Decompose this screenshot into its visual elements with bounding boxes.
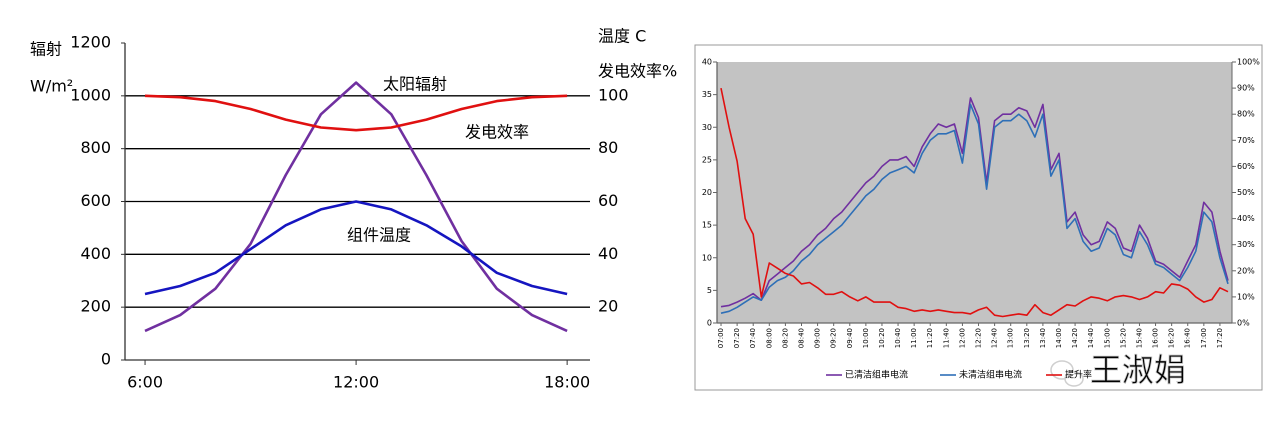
series-annotation: 太阳辐射 bbox=[383, 75, 447, 94]
x-tick-label: 09:20 bbox=[830, 328, 838, 348]
x-tick-label: 13:40 bbox=[1039, 328, 1047, 348]
x-tick-label: 07:40 bbox=[749, 328, 757, 348]
y2-axis-title: 发电效率% bbox=[598, 62, 677, 81]
y-tick-label: 15 bbox=[702, 221, 712, 230]
icon-bubble bbox=[1064, 371, 1084, 387]
x-tick-label: 16:20 bbox=[1168, 328, 1176, 348]
series-line bbox=[144, 94, 568, 132]
x-tick-label: 08:20 bbox=[781, 328, 789, 348]
series-annotation: 组件温度 bbox=[347, 226, 411, 245]
y-tick-label: 30 bbox=[702, 123, 712, 132]
chart: 0 200 400 600 800 1000 1200 20 40 60 80 100 6:00 12:0… bbox=[30, 27, 677, 392]
y2-tick-label: 60 bbox=[598, 191, 618, 210]
y-tick-label: 200 bbox=[80, 297, 111, 316]
x-tick-label: 17:00 bbox=[1200, 328, 1208, 348]
x-tick-label: 16:40 bbox=[1184, 328, 1192, 348]
y2-tick-label: 40% bbox=[1237, 214, 1255, 223]
y-tick-label: 20 bbox=[702, 188, 712, 197]
y-axis-title: 辐射 bbox=[30, 40, 62, 59]
y-tick-label: 0 bbox=[101, 350, 111, 369]
x-tick-label: 10:40 bbox=[894, 328, 902, 348]
y2-tick-label: 100 bbox=[598, 85, 629, 104]
x-tick-label: 14:40 bbox=[1087, 328, 1095, 348]
x-tick-label: 10:20 bbox=[878, 328, 886, 348]
x-tick-label: 15:20 bbox=[1119, 328, 1127, 348]
series-line bbox=[144, 200, 568, 296]
y-tick-label: 35 bbox=[702, 90, 712, 99]
legend-label: 提升率 bbox=[1065, 369, 1092, 381]
y-tick-label: 800 bbox=[80, 138, 111, 157]
x-tick-label: 08:40 bbox=[797, 328, 805, 348]
x-tick-label: 12:20 bbox=[975, 328, 983, 348]
x-tick-label: 07:00 bbox=[717, 328, 725, 348]
x-tick-label: 09:00 bbox=[814, 328, 822, 348]
y2-tick-label: 30% bbox=[1237, 240, 1255, 249]
x-tick-label: 07:20 bbox=[733, 328, 741, 348]
y2-tick-label: 80% bbox=[1237, 110, 1255, 119]
y-tick-label: 1000 bbox=[70, 85, 111, 104]
y-tick-label: 0 bbox=[707, 319, 712, 328]
x-tick-label: 18:00 bbox=[544, 373, 590, 392]
x-tick-label: 11:40 bbox=[942, 328, 950, 348]
x-tick-label: 13:20 bbox=[1023, 328, 1031, 348]
y2-tick-label: 60% bbox=[1237, 162, 1255, 171]
x-tick-label: 17:20 bbox=[1216, 328, 1224, 348]
x-tick-label: 11:20 bbox=[926, 328, 934, 348]
x-tick-label: 12:00 bbox=[958, 328, 966, 348]
watermark: 王淑娟 bbox=[1090, 351, 1186, 389]
y2-tick-label: 50% bbox=[1237, 188, 1255, 197]
y-tick-label: 400 bbox=[80, 244, 111, 263]
x-tick-label: 11:00 bbox=[910, 328, 918, 348]
series-line bbox=[720, 87, 1229, 318]
y-tick-label: 600 bbox=[80, 191, 111, 210]
x-tick-label: 10:00 bbox=[862, 328, 870, 348]
y-tick-label: 40 bbox=[702, 58, 712, 67]
y2-tick-label: 10% bbox=[1237, 292, 1255, 301]
y-tick-label: 1200 bbox=[70, 33, 111, 52]
y2-tick-label: 100% bbox=[1237, 58, 1260, 67]
x-tick-label: 14:00 bbox=[1055, 328, 1063, 348]
x-tick-label: 6:00 bbox=[127, 373, 163, 392]
chart: 0 5 10 15 20 25 30 35 40 0% 10% 20% 30% 40% 50% 60% 70% 8… bbox=[702, 58, 1260, 390]
y2-tick-label: 90% bbox=[1237, 84, 1255, 93]
x-tick-label: 13:00 bbox=[1007, 328, 1015, 348]
plot-area bbox=[717, 62, 1232, 323]
y2-tick-label: 20% bbox=[1237, 266, 1255, 275]
y2-tick-label: 20 bbox=[598, 297, 618, 316]
x-tick-label: 09:40 bbox=[846, 328, 854, 348]
y2-tick-label: 0% bbox=[1237, 319, 1250, 328]
x-tick-label: 15:40 bbox=[1135, 328, 1143, 348]
series-line bbox=[144, 81, 568, 333]
x-tick-label: 12:40 bbox=[991, 328, 999, 348]
x-tick-label: 15:00 bbox=[1103, 328, 1111, 348]
series-line bbox=[720, 97, 1229, 308]
y-tick-label: 25 bbox=[702, 155, 712, 164]
y-axis-title: W/m² bbox=[30, 77, 73, 96]
y-tick-label: 5 bbox=[707, 286, 712, 295]
series-line bbox=[720, 103, 1229, 314]
y2-tick-label: 70% bbox=[1237, 136, 1255, 145]
y2-tick-label: 40 bbox=[598, 244, 618, 263]
series-annotation: 发电效率 bbox=[465, 123, 529, 142]
y2-axis-title: 温度 C bbox=[598, 27, 646, 46]
x-tick-label: 12:00 bbox=[333, 373, 379, 392]
y-tick-label: 10 bbox=[702, 253, 712, 262]
legend-label: 未清洁组串电流 bbox=[959, 369, 1022, 381]
x-tick-label: 16:00 bbox=[1152, 328, 1160, 348]
x-tick-label: 08:00 bbox=[765, 328, 773, 348]
y2-tick-label: 80 bbox=[598, 138, 618, 157]
legend-label: 已清洁组串电流 bbox=[845, 369, 908, 381]
x-tick-label: 14:20 bbox=[1071, 328, 1079, 348]
